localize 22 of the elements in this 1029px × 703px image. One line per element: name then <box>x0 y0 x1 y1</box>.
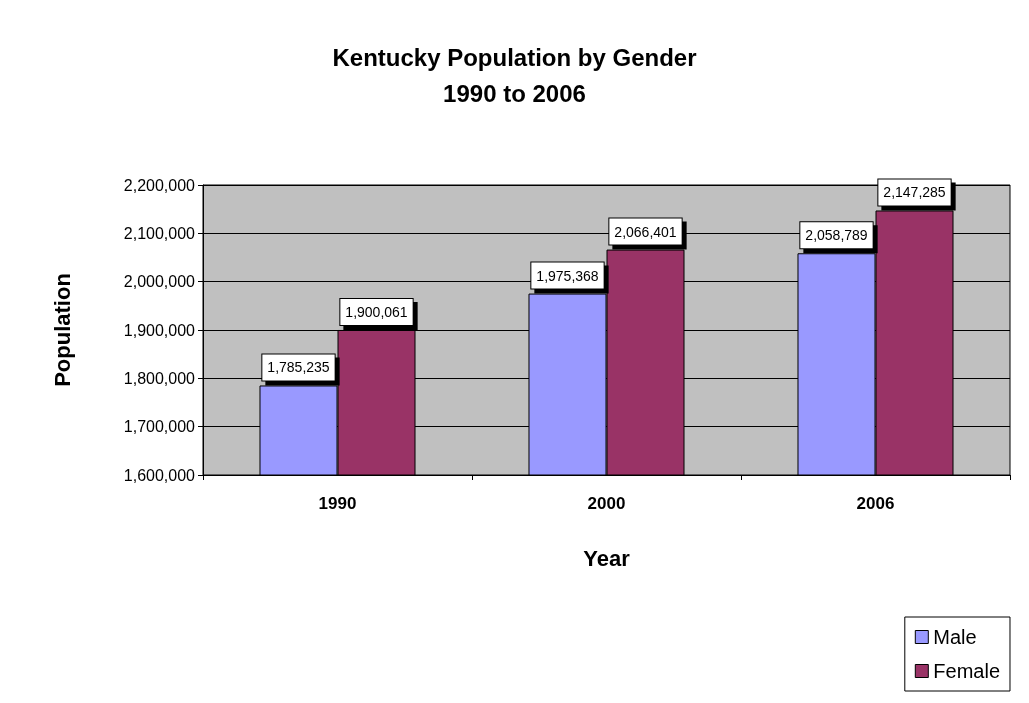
chart-title: Kentucky Population by Gender <box>332 43 697 71</box>
data-label: 1,785,235 <box>267 359 330 376</box>
y-axis-title: Population <box>49 273 75 387</box>
data-label: 2,066,401 <box>614 223 677 240</box>
data-label: 1,975,368 <box>536 267 599 284</box>
legend-label: Male <box>933 626 977 648</box>
y-tick-label: 1,700,000 <box>123 418 196 436</box>
y-tick-label: 2,000,000 <box>123 273 196 291</box>
y-tick-label: 2,100,000 <box>123 224 196 242</box>
data-label: 1,900,061 <box>345 303 408 320</box>
x-tick-label: 1990 <box>318 494 357 513</box>
x-tick-label: 2006 <box>856 494 895 513</box>
y-tick-label: 1,900,000 <box>123 321 196 339</box>
data-label: 2,147,285 <box>883 184 946 201</box>
y-tick-label: 2,200,000 <box>123 176 196 194</box>
legend-label: Female <box>933 660 1001 682</box>
data-label: 2,058,789 <box>805 227 868 244</box>
x-axis-title: Year <box>583 545 631 571</box>
x-tick-label: 2000 <box>587 494 626 513</box>
y-tick-label: 1,600,000 <box>123 466 196 484</box>
y-tick-label: 1,800,000 <box>123 369 196 387</box>
chart-subtitle: 1990 to 2006 <box>443 79 586 107</box>
